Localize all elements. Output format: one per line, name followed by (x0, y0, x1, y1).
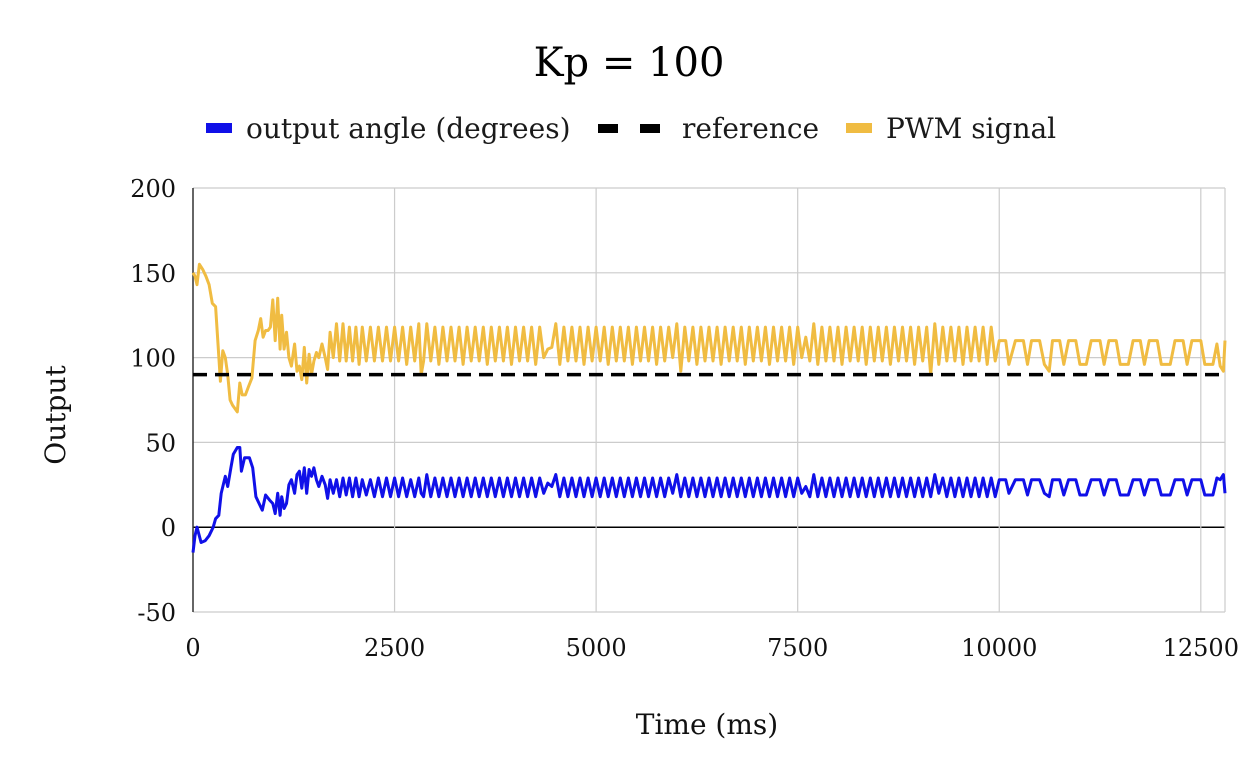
legend-item-reference: reference (598, 112, 819, 145)
series-layer (191, 262, 1227, 553)
y-axis-ticks: -50 0 50 100 150 200 (130, 175, 176, 627)
x-tick-label: 10000 (961, 634, 1037, 662)
legend-label-reference: reference (682, 112, 819, 145)
legend-swatch-pwm (846, 123, 872, 133)
legend-label-pwm: PWM signal (886, 112, 1056, 145)
legend: output angle (degrees) reference PWM sig… (206, 112, 1056, 145)
legend-item-pwm: PWM signal (846, 112, 1056, 145)
y-tick-label: 200 (130, 175, 176, 203)
series-line-pwm-signal (191, 262, 1227, 414)
grid (192, 187, 1226, 613)
y-tick-label: 0 (161, 514, 176, 542)
legend-label-output: output angle (degrees) (246, 112, 571, 145)
x-axis-label: Time (ms) (636, 708, 778, 741)
x-axis-ticks: 0 2500 5000 7500 10000 12500 (185, 634, 1239, 662)
y-tick-label: -50 (137, 599, 176, 627)
y-axis-label: Output (39, 365, 72, 465)
x-tick-label: 2500 (364, 634, 425, 662)
y-tick-label: 150 (130, 260, 176, 288)
x-tick-label: 12500 (1163, 634, 1239, 662)
x-tick-label: 5000 (566, 634, 627, 662)
chart-title: Kp = 100 (534, 40, 725, 86)
y-tick-label: 50 (145, 429, 176, 457)
x-tick-label: 7500 (767, 634, 828, 662)
x-tick-label: 0 (185, 634, 200, 662)
legend-swatch-reference-b (640, 124, 660, 133)
legend-item-output: output angle (degrees) (206, 112, 571, 145)
legend-swatch-output (206, 123, 232, 133)
y-tick-label: 100 (130, 345, 176, 373)
series-line-output-angle (191, 446, 1227, 553)
legend-swatch-reference-a (598, 124, 618, 133)
